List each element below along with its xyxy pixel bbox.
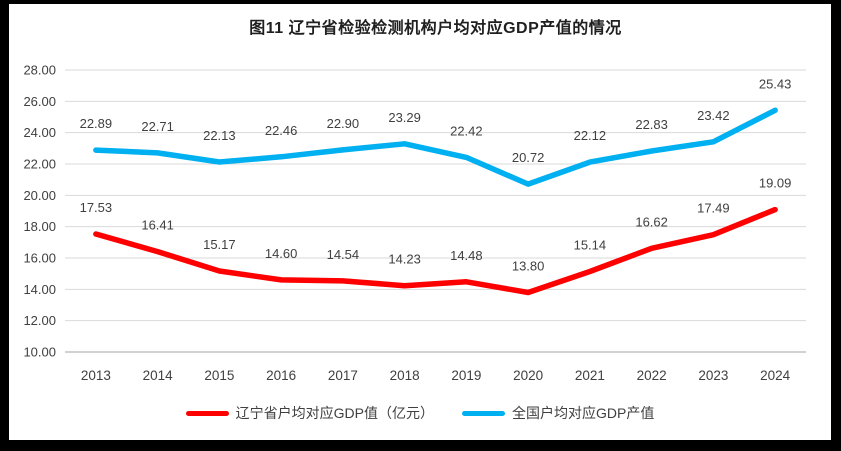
data-label: 16.62 [635, 214, 668, 229]
data-label: 14.54 [327, 247, 360, 262]
y-tick-label: 18.00 [23, 219, 56, 234]
x-tick-label: 2019 [451, 368, 481, 383]
data-label: 15.17 [203, 237, 236, 252]
data-label: 15.14 [574, 237, 607, 252]
data-label: 14.23 [388, 252, 421, 267]
x-tick-label: 2018 [390, 368, 420, 383]
data-label: 22.12 [574, 128, 607, 143]
x-tick-label: 2021 [575, 368, 605, 383]
data-label: 22.83 [635, 117, 668, 132]
x-tick-label: 2014 [143, 368, 174, 383]
legend-item-national: 全国户均对应GDP产值 [462, 403, 654, 423]
line-chart-plot: 10.00 12.00 14.00 16.00 18.00 20.00 22.00 24.00… [23, 63, 806, 383]
data-label: 25.43 [759, 76, 792, 91]
x-tick-label: 2013 [81, 368, 111, 383]
series-line-0 [93, 206, 778, 296]
x-tick-label: 2020 [513, 368, 543, 383]
series-line-1 [93, 107, 778, 187]
data-label: 22.89 [80, 116, 113, 131]
blue-line-swatch-icon [462, 410, 505, 416]
legend-label-liaoning: 辽宁省户均对应GDP值（亿元） [235, 405, 434, 421]
data-label: 17.49 [697, 201, 730, 216]
x-tick-label: 2017 [328, 368, 358, 383]
legend-item-liaoning: 辽宁省户均对应GDP值（亿元） [185, 403, 434, 423]
y-tick-label: 20.00 [23, 188, 56, 203]
red-line-swatch-icon [185, 410, 229, 416]
chart-title: 图11 辽宁省检验检测机构户均对应GDP产值的情况 [249, 20, 622, 37]
y-tick-label: 26.00 [23, 94, 56, 109]
y-tick-label: 10.00 [23, 345, 56, 360]
x-tick-label: 2022 [637, 368, 667, 383]
data-label: 16.41 [141, 218, 174, 233]
data-label: 22.71 [141, 119, 174, 134]
chart-legend: 辽宁省户均对应GDP值（亿元） 全国户均对应GDP产值 [9, 403, 831, 423]
x-tick-label: 2024 [760, 368, 791, 383]
data-label: 23.29 [388, 110, 421, 125]
data-label: 14.48 [450, 248, 483, 263]
data-label: 22.90 [327, 116, 360, 131]
data-label: 13.80 [512, 258, 545, 273]
y-tick-label: 12.00 [23, 313, 56, 328]
data-label: 20.72 [512, 150, 545, 165]
data-label: 19.09 [759, 176, 792, 191]
data-label: 22.42 [450, 123, 483, 138]
chart-canvas: 图11 辽宁省检验检测机构户均对应GDP产值的情况 10.00 12.00 14.0… [9, 4, 831, 440]
y-tick-label: 22.00 [23, 157, 56, 172]
y-tick-label: 14.00 [23, 282, 56, 297]
y-tick-label: 16.00 [23, 251, 56, 266]
data-label: 17.53 [80, 200, 113, 215]
data-label: 14.60 [265, 246, 298, 261]
data-label: 23.42 [697, 108, 730, 123]
x-tick-label: 2015 [204, 368, 234, 383]
data-label: 22.46 [265, 123, 298, 138]
x-tick-label: 2016 [266, 368, 296, 383]
y-tick-label: 28.00 [23, 63, 56, 78]
y-tick-label: 24.00 [23, 125, 56, 140]
x-tick-label: 2023 [698, 368, 728, 383]
data-label: 22.13 [203, 128, 236, 143]
legend-label-national: 全国户均对应GDP产值 [512, 405, 655, 421]
